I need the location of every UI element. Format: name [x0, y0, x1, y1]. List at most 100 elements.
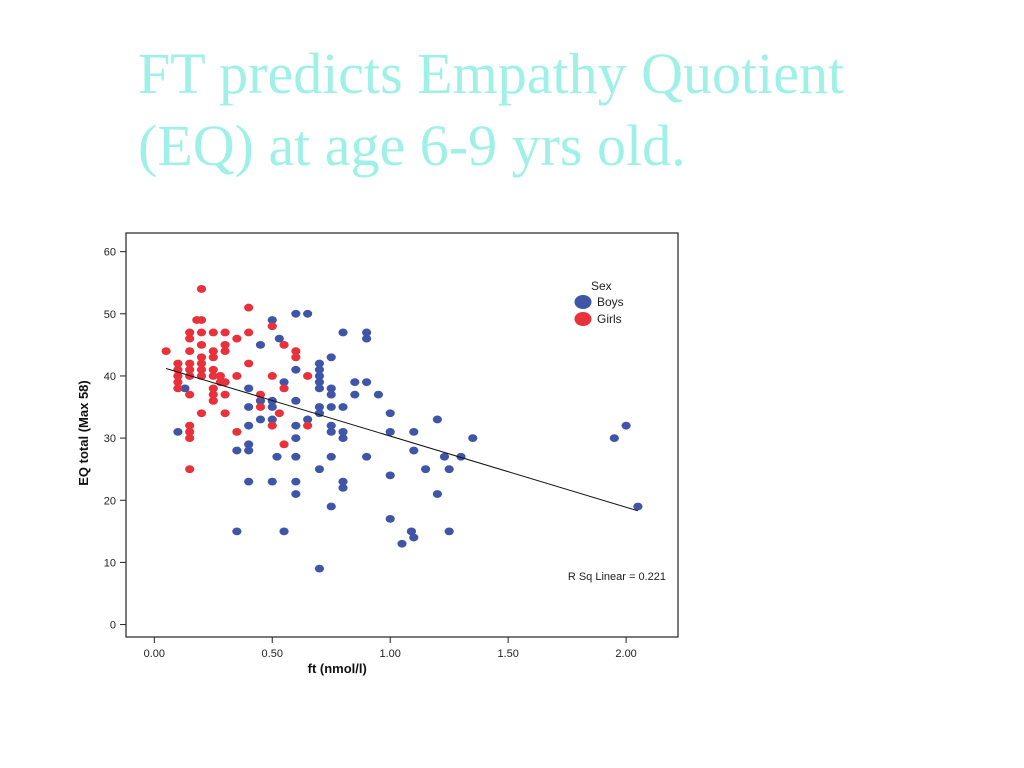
point-boys	[326, 427, 336, 436]
point-boys	[291, 309, 301, 318]
point-girls	[267, 421, 277, 430]
point-boys	[267, 316, 277, 324]
point-boys	[432, 490, 442, 498]
point-boys	[338, 403, 348, 411]
point-boys	[326, 384, 336, 393]
point-boys	[244, 440, 254, 449]
y-tick-label: 10	[104, 557, 116, 569]
plot-layer: 0 10 20 30 40 50 60 0.00 0.50 1.00 1.50 2.00 ft (nmo…	[76, 232, 679, 676]
point-boys	[255, 415, 266, 424]
point-girls	[291, 347, 301, 355]
point-boys	[409, 446, 419, 455]
point-boys	[244, 384, 254, 393]
point-girls	[196, 365, 207, 374]
point-girls	[220, 390, 230, 399]
point-boys	[267, 477, 277, 486]
point-boys	[255, 396, 266, 405]
point-boys	[314, 384, 325, 393]
y-tick-label: 60	[104, 247, 116, 259]
point-boys	[314, 465, 325, 474]
point-boys	[314, 564, 325, 573]
point-girls	[220, 347, 230, 355]
point-boys	[432, 415, 442, 424]
point-girls	[185, 334, 195, 343]
slide-title-line-2: (EQ) at age 6-9 yrs old.	[138, 113, 686, 178]
point-girls	[303, 372, 313, 380]
point-girls	[291, 353, 301, 362]
point-girls	[244, 328, 254, 337]
y-tick-label: 40	[104, 371, 116, 383]
point-girls	[255, 403, 266, 411]
point-girls	[232, 372, 242, 380]
point-girls	[279, 440, 289, 449]
point-boys	[409, 427, 419, 436]
point-girls	[185, 365, 195, 374]
y-tick-label: 50	[104, 309, 116, 321]
point-boys	[350, 390, 360, 399]
point-girls	[274, 409, 284, 418]
point-boys	[291, 421, 301, 430]
point-girls	[185, 359, 195, 368]
point-girls	[196, 285, 207, 293]
point-boys	[291, 365, 301, 374]
point-boys	[409, 533, 419, 542]
point-boys	[338, 434, 348, 443]
point-boys	[244, 421, 254, 430]
point-girls	[244, 303, 254, 312]
point-boys	[444, 465, 454, 474]
point-girls	[173, 378, 183, 387]
y-tick-label: 0	[110, 620, 116, 632]
x-axis-label: ft (nmol/l)	[308, 661, 367, 676]
point-boys	[279, 527, 289, 536]
point-boys	[468, 434, 478, 443]
y-tick-label: 30	[104, 433, 116, 445]
point-girls	[208, 396, 218, 405]
point-girls	[208, 347, 218, 355]
point-boys	[609, 434, 619, 443]
point-girls	[185, 434, 195, 443]
point-girls	[220, 378, 230, 387]
point-boys	[326, 421, 336, 430]
point-boys	[326, 353, 336, 362]
point-boys	[232, 527, 242, 536]
point-girls	[173, 359, 183, 368]
point-boys	[385, 515, 395, 523]
point-girls	[244, 359, 254, 368]
point-boys	[385, 409, 395, 418]
point-girls	[220, 340, 230, 349]
point-boys	[326, 390, 336, 399]
point-boys	[303, 309, 313, 318]
point-girls	[173, 372, 183, 380]
legend-marker-boys	[574, 295, 592, 309]
point-boys	[326, 502, 336, 511]
point-boys	[314, 365, 325, 374]
point-boys	[232, 446, 242, 455]
point-girls	[185, 427, 195, 436]
r-squared-annotation: R Sq Linear = 0.221	[568, 571, 666, 583]
point-boys	[267, 403, 277, 411]
x-tick-label: 0.00	[144, 648, 165, 660]
point-boys	[173, 427, 183, 436]
x-tick-label: 2.00	[615, 648, 636, 660]
slide-title-line-1: FT predicts Empathy Quotient	[138, 41, 845, 106]
y-axis-label: EQ total (Max 58)	[76, 380, 91, 485]
point-girls	[208, 390, 218, 399]
point-boys	[362, 378, 372, 387]
point-boys	[314, 372, 325, 380]
x-tick-label: 0.50	[262, 648, 283, 660]
point-girls	[196, 340, 207, 349]
point-girls	[303, 421, 313, 430]
point-girls	[267, 372, 277, 380]
point-girls	[208, 372, 218, 380]
legend-label-girls: Girls	[597, 312, 622, 326]
point-girls	[267, 322, 277, 331]
point-boys	[362, 328, 372, 337]
point-boys	[420, 465, 431, 474]
slide-title: FT predicts Empathy Quotient (EQ) at age…	[138, 38, 998, 182]
legend-title: Sex	[591, 279, 612, 293]
point-girls	[196, 372, 207, 380]
point-girls	[232, 334, 242, 343]
point-girls	[161, 347, 171, 355]
point-boys	[272, 452, 282, 461]
point-boys	[350, 378, 360, 387]
